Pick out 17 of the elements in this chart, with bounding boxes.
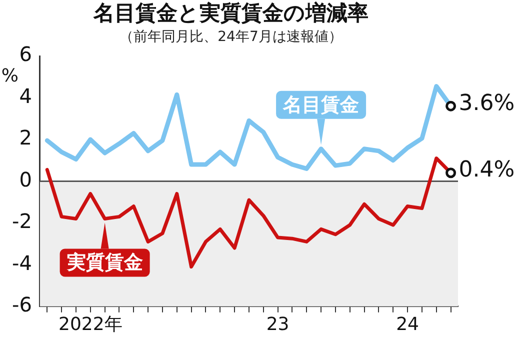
y-axis-title: %: [1, 66, 18, 87]
y-tick-label: 2: [19, 126, 32, 150]
y-tick-label: 6: [19, 42, 32, 66]
y-tick-label: -4: [12, 250, 32, 275]
y-tick-label: 0: [19, 167, 32, 192]
y-tick-label: 4: [19, 84, 32, 108]
chart-title: 名目賃金と実質賃金の増減率: [92, 1, 368, 26]
x-tick-label: 2022年: [58, 314, 122, 335]
chart-subtitle: （前年同月比、24年7月は速報値）: [120, 29, 342, 46]
y-tick-label: -6: [12, 292, 32, 317]
y-tick-label: -2: [12, 209, 32, 234]
x-tick-label: 23: [266, 314, 290, 335]
data-label: 3.6%: [458, 90, 515, 116]
series-label: 名目賃金: [282, 94, 360, 116]
x-tick-label: 24: [396, 314, 419, 335]
legend-label: 実質賃金: [66, 252, 143, 274]
data-label: 0.4%: [458, 158, 515, 183]
